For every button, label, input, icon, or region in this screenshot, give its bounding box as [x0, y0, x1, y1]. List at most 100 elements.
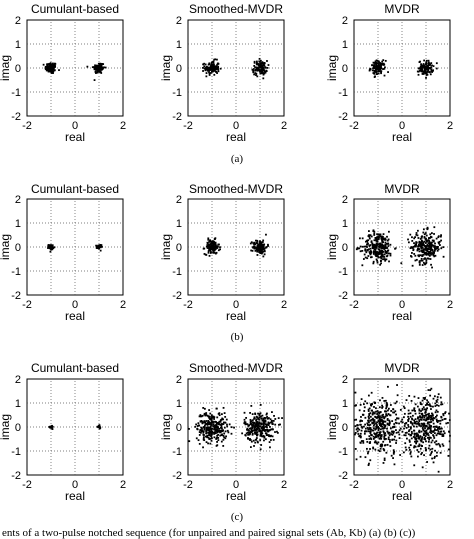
scatter-point	[219, 67, 222, 70]
scatter-point	[202, 433, 205, 436]
scatter-point	[426, 226, 429, 229]
scatter-point	[255, 60, 258, 63]
scatter-point	[424, 410, 427, 413]
scatter-point	[375, 240, 378, 242]
scatter-point	[261, 241, 264, 243]
scatter-point	[428, 71, 431, 74]
scatter-point	[418, 409, 421, 412]
scatter-point	[364, 248, 367, 251]
scatter-point	[264, 430, 266, 432]
scatter-point	[427, 65, 430, 67]
scatter-point	[417, 73, 420, 76]
scatter-point	[389, 254, 392, 257]
scatter-point	[384, 249, 387, 252]
scatter-point	[94, 64, 96, 67]
scatter-point	[429, 63, 431, 66]
scatter-point	[99, 244, 102, 246]
scatter-point	[207, 63, 210, 66]
scatter-point	[264, 66, 267, 69]
scatter-point	[366, 240, 368, 243]
scatter-point	[256, 250, 259, 253]
scatter-point	[440, 247, 443, 250]
scatter-point	[102, 63, 105, 65]
scatter-point	[263, 249, 266, 252]
x-tick-label: -2	[183, 120, 193, 132]
scatter-point	[424, 246, 427, 248]
scatter-point	[97, 247, 100, 250]
scatter-point	[410, 399, 413, 402]
scatter-point	[435, 67, 438, 70]
scatter-point	[362, 441, 365, 444]
scatter-point	[259, 62, 262, 65]
scatter-point	[211, 67, 214, 70]
scatter-point	[418, 420, 421, 423]
scatter-point	[429, 250, 432, 253]
scatter-point	[420, 246, 423, 249]
scatter-point	[377, 238, 380, 241]
panel-title: MVDR	[384, 182, 420, 196]
scatter-point	[427, 389, 430, 391]
scatter-point	[369, 247, 372, 250]
scatter-point	[425, 419, 427, 422]
scatter-point	[425, 413, 428, 416]
scatter-point	[381, 407, 384, 409]
scatter-point	[379, 428, 382, 431]
scatter-point	[375, 441, 378, 444]
scatter-point	[373, 76, 376, 78]
scatter-point	[410, 246, 413, 248]
scatter-point	[379, 245, 381, 247]
scatter-point	[423, 233, 426, 236]
scatter-point	[199, 414, 202, 416]
scatter-point	[251, 427, 254, 429]
scatter-point	[419, 245, 422, 248]
scatter-point	[441, 443, 444, 446]
scatter-point	[250, 440, 253, 443]
x-axis-label: real	[392, 489, 412, 503]
scatter-point	[262, 77, 265, 80]
scatter-point	[380, 257, 383, 260]
scatter-point	[256, 69, 259, 72]
scatter-point	[266, 60, 268, 62]
scatter-point	[420, 440, 423, 443]
scatter-point	[428, 237, 431, 240]
scatter-point	[260, 72, 263, 75]
scatter-point	[381, 236, 383, 239]
scatter-point	[407, 409, 410, 412]
scatter-point	[409, 452, 412, 455]
scatter-point	[381, 253, 384, 256]
scatter-point	[209, 428, 212, 430]
scatter-point	[217, 422, 220, 424]
scatter-point	[374, 401, 377, 404]
x-tick-label: -2	[349, 479, 359, 491]
scatter-point	[420, 439, 423, 442]
y-tick-label: -2	[11, 470, 21, 482]
scatter-point	[433, 255, 436, 258]
scatter-point	[219, 431, 221, 434]
scatter-point	[364, 256, 367, 259]
scatter-point	[355, 458, 358, 461]
scatter-point	[401, 418, 404, 421]
scatter-point	[358, 247, 361, 250]
scatter-point	[374, 248, 377, 251]
scatter-point	[432, 417, 435, 419]
scatter-point	[428, 240, 431, 243]
scatter-point	[383, 444, 386, 447]
scatter-point	[416, 234, 419, 237]
scatter-point	[261, 251, 264, 254]
y-tick-label: -1	[172, 446, 182, 458]
scatter-point	[380, 249, 383, 252]
scatter-point	[441, 435, 444, 437]
scatter-point	[417, 416, 420, 419]
x-tick-label: 2	[447, 299, 453, 311]
panel-a2: Smoothed-MVDR 2 1 0 -1 -2 -2 0 2 real im…	[159, 2, 287, 144]
scatter-point	[381, 444, 384, 447]
scatter-point	[202, 438, 205, 441]
scatter-point	[388, 439, 391, 441]
scatter-point	[424, 257, 427, 260]
scatter-point	[414, 421, 417, 424]
scatter-point	[217, 423, 220, 426]
scatter-point	[355, 248, 358, 251]
scatter-point	[208, 428, 211, 431]
scatter-point	[373, 243, 375, 246]
scatter-point	[50, 426, 53, 429]
